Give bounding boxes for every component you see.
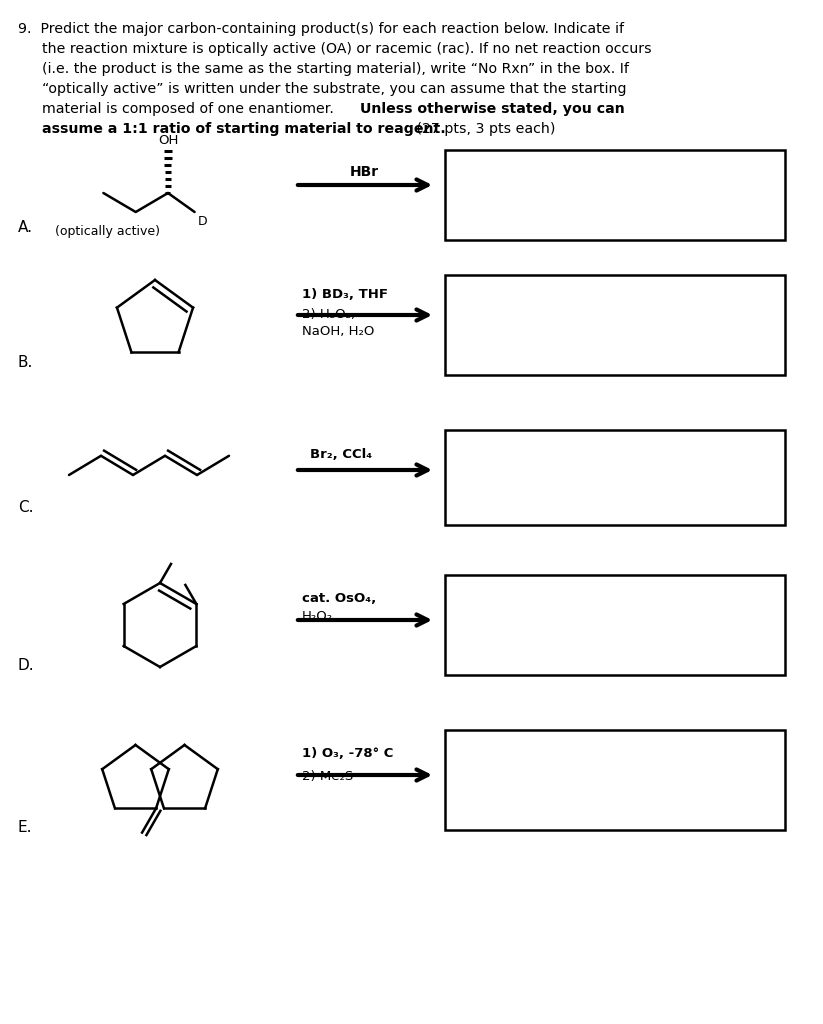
Text: OH: OH xyxy=(158,134,179,147)
Text: A.: A. xyxy=(18,220,33,234)
Text: 2) Me₂S: 2) Me₂S xyxy=(302,770,353,783)
Text: HBr: HBr xyxy=(350,165,379,179)
Text: NaOH, H₂O: NaOH, H₂O xyxy=(302,325,374,338)
Text: D.: D. xyxy=(18,658,35,673)
Bar xyxy=(445,730,785,830)
Text: “optically active” is written under the substrate, you can assume that the start: “optically active” is written under the … xyxy=(42,82,626,96)
Text: material is composed of one enantiomer.: material is composed of one enantiomer. xyxy=(42,102,338,116)
Text: 9.  Predict the major carbon-containing product(s) for each reaction below. Indi: 9. Predict the major carbon-containing p… xyxy=(18,22,624,36)
Text: Br₂, CCl₄: Br₂, CCl₄ xyxy=(310,449,372,461)
Text: D: D xyxy=(198,215,207,228)
Text: 1) BD₃, THF: 1) BD₃, THF xyxy=(302,288,388,301)
Text: E.: E. xyxy=(18,820,32,835)
Text: 1) O₃, -78° C: 1) O₃, -78° C xyxy=(302,746,393,760)
Bar xyxy=(445,430,785,525)
Text: H₂O₂: H₂O₂ xyxy=(302,610,333,623)
Text: (i.e. the product is the same as the starting material), write “No Rxn” in the b: (i.e. the product is the same as the sta… xyxy=(42,62,629,76)
Bar xyxy=(445,275,785,375)
Text: Unless otherwise stated, you can: Unless otherwise stated, you can xyxy=(360,102,625,116)
Text: C.: C. xyxy=(18,500,34,515)
Text: assume a 1:1 ratio of starting material to reagent.: assume a 1:1 ratio of starting material … xyxy=(42,122,446,136)
Text: cat. OsO₄,: cat. OsO₄, xyxy=(302,592,376,605)
Text: B.: B. xyxy=(18,355,34,370)
Text: the reaction mixture is optically active (OA) or racemic (rac). If no net reacti: the reaction mixture is optically active… xyxy=(42,42,652,56)
Bar xyxy=(445,575,785,675)
Text: (optically active): (optically active) xyxy=(55,225,160,238)
Text: 2) H₂O₂,: 2) H₂O₂, xyxy=(302,308,356,321)
Bar xyxy=(445,150,785,240)
Text: (27 pts, 3 pts each): (27 pts, 3 pts each) xyxy=(412,122,556,136)
